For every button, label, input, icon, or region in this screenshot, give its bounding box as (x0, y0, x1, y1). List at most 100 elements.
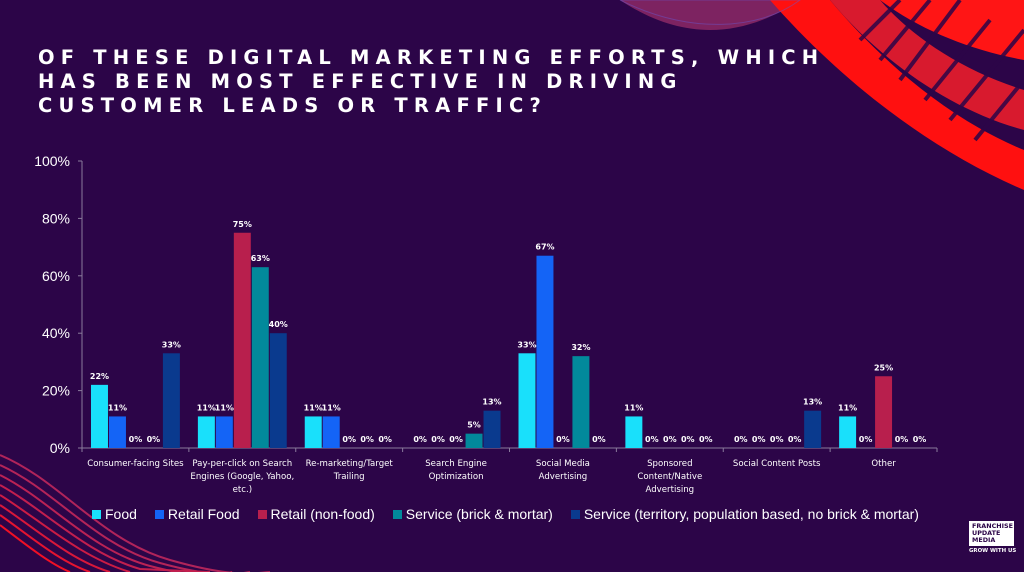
data-label: 11% (624, 403, 643, 412)
category-label: Search Engine (425, 459, 487, 469)
category-label: Content/Native (637, 472, 702, 482)
data-label: 0% (788, 435, 802, 444)
y-tick-label: 40% (42, 325, 70, 341)
logo-box: FRANCHISE UPDATE MEDIA (969, 521, 1014, 546)
chart-title: OF THESE DIGITAL MARKETING EFFORTS, WHIC… (38, 46, 825, 118)
bar (322, 416, 340, 448)
legend-swatch (257, 509, 267, 519)
bar (251, 267, 269, 448)
bar (572, 356, 590, 448)
y-tick-label: 60% (42, 268, 70, 284)
category-label: Trailing (333, 472, 365, 482)
logo-line: UPDATE (972, 529, 1001, 537)
data-label: 0% (342, 435, 356, 444)
title-line: CUSTOMER LEADS OR TRAFFIC? (38, 94, 547, 117)
title-line: OF THESE DIGITAL MARKETING EFFORTS, WHIC… (38, 46, 825, 69)
bar (162, 353, 180, 448)
data-label: 75% (233, 220, 252, 229)
bar (536, 255, 554, 448)
legend-label: Service (territory, population based, no… (583, 506, 919, 522)
data-label: 40% (269, 320, 288, 329)
category-label: Social Media (536, 459, 590, 469)
bar (215, 416, 233, 448)
data-label: 25% (874, 363, 893, 372)
data-label: 33% (517, 340, 536, 349)
logo-tagline: GROW WITH US (969, 548, 1017, 554)
data-label: 0% (378, 435, 392, 444)
data-label: 22% (90, 372, 109, 381)
y-tick-label: 20% (42, 383, 70, 399)
data-label: 11% (838, 403, 857, 412)
bar (233, 232, 251, 448)
bar (465, 433, 483, 448)
bar (625, 416, 643, 448)
legend-item-retail-food: Retail Food (154, 506, 240, 522)
data-label: 32% (571, 343, 590, 352)
category-label: Other (871, 459, 896, 469)
data-label: 11% (215, 403, 234, 412)
data-label: 0% (681, 435, 695, 444)
top-right-ribbon (619, 0, 1024, 190)
bar (518, 353, 536, 448)
y-tick-label: 100% (34, 153, 70, 169)
data-label: 11% (322, 403, 341, 412)
data-label: 0% (449, 435, 463, 444)
category-label: Social Content Posts (733, 459, 821, 469)
bar (91, 384, 108, 448)
legend-label: Service (brick & mortar) (405, 506, 553, 522)
legend-item-service-territory: Service (territory, population based, no… (570, 506, 919, 522)
data-label: 0% (752, 435, 766, 444)
legend-swatch (570, 509, 580, 519)
data-label: 67% (535, 243, 554, 252)
data-label: 13% (482, 398, 501, 407)
legend-item-food: Food (92, 506, 137, 522)
bar (483, 410, 501, 448)
category-label: Consumer-facing Sites (87, 459, 184, 469)
data-label: 0% (431, 435, 445, 444)
x-axis (78, 447, 938, 452)
data-label: 0% (663, 435, 677, 444)
legend-label: Retail Food (167, 506, 240, 522)
data-label: 0% (147, 435, 161, 444)
category-label: Optimization (429, 472, 484, 482)
data-label: 63% (251, 254, 270, 263)
legend-item-service-brick-mortar: Service (brick & mortar) (392, 506, 553, 522)
legend-item-retail-non-food: Retail (non-food) (257, 506, 375, 522)
bar (108, 416, 126, 448)
y-axis: 0% 20% 40% 60% 80% 100% (34, 153, 83, 456)
category-label: Re-marketing/Target (306, 459, 394, 469)
category-label: etc.) (233, 485, 252, 495)
data-label: 0% (699, 435, 713, 444)
bars-group (91, 232, 893, 448)
y-tick-label: 80% (42, 210, 70, 226)
bottom-left-ribbon (0, 454, 270, 572)
title-line: HAS BEEN MOST EFFECTIVE IN DRIVING (38, 70, 683, 93)
data-label: 0% (734, 435, 748, 444)
data-label: 0% (770, 435, 784, 444)
legend-swatch (92, 509, 101, 519)
data-label: 11% (108, 403, 127, 412)
category-label: Sponsored (647, 459, 692, 469)
franchise-update-media-logo: FRANCHISE UPDATE MEDIA GROW WITH US (969, 521, 1017, 554)
data-label: 13% (803, 398, 822, 407)
category-labels-group: Consumer-facing Sites Pay-per-click on Se… (87, 459, 896, 495)
bar (304, 416, 322, 448)
logo-line: MEDIA (972, 536, 996, 544)
bar (269, 333, 287, 448)
y-tick-label: 0% (50, 440, 70, 456)
chart-legend: Food Retail Food Retail (non-food) Servi… (92, 506, 919, 522)
data-label: 11% (197, 403, 216, 412)
bar (804, 410, 822, 448)
category-label: Engines (Google, Yahoo, (190, 472, 294, 482)
data-label: 0% (360, 435, 374, 444)
legend-label: Retail (non-food) (270, 506, 375, 522)
data-label: 0% (592, 435, 606, 444)
data-labels-group: 22%11%0% 0%33%11%11%75%63%40%11%11%0% 0% 0%… (90, 220, 926, 444)
legend-swatch (154, 509, 164, 519)
data-label: 0% (413, 435, 427, 444)
category-label: Advertising (646, 485, 695, 495)
data-label: 0% (913, 435, 927, 444)
bar (875, 376, 893, 448)
data-label: 11% (304, 403, 323, 412)
